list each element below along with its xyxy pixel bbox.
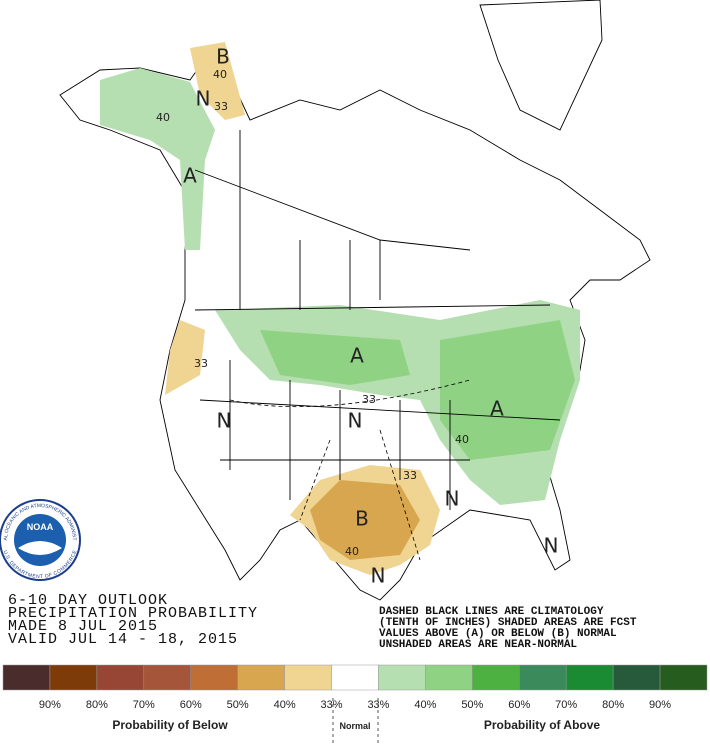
color-swatch <box>519 664 567 691</box>
political-borders <box>194 130 561 510</box>
logo-bird <box>18 541 62 555</box>
below-40-region <box>310 480 420 560</box>
map-label: N <box>445 487 460 511</box>
title-line: PRECIPITATION PROBABILITY <box>8 605 258 622</box>
below-caption: Probability of Below <box>112 718 228 732</box>
map-label: 33 <box>214 100 228 113</box>
color-swatch <box>190 664 238 691</box>
color-swatch <box>2 664 51 691</box>
title-line: VALID JUL 14 - 18, 2015 <box>8 631 238 648</box>
tick-label: 90% <box>649 699 671 711</box>
map-label: 40 <box>455 433 469 446</box>
tick-label: 80% <box>86 699 108 711</box>
tick-label: 50% <box>227 699 249 711</box>
legend-note: DASHED BLACK LINES ARE CLIMATOLOGY(TENTH… <box>379 606 637 651</box>
noaa-logo: NOAA NATIONAL OCEANIC AND ATMOSPHERIC AD… <box>0 499 81 581</box>
color-swatch <box>659 664 708 691</box>
color-swatch <box>612 664 661 691</box>
tick-label: 40% <box>414 699 436 711</box>
map-label: 33 <box>194 357 208 370</box>
note-line: (TENTH OF INCHES) SHADED AREAS ARE FCST <box>379 617 637 629</box>
map-label: A <box>350 344 364 368</box>
color-swatch <box>96 664 145 691</box>
map <box>59 0 651 601</box>
note-line: VALUES ABOVE (A) OR BELOW (B) NORMAL <box>379 628 617 640</box>
tick-label: 40% <box>274 699 296 711</box>
color-swatch <box>143 664 191 691</box>
color-swatch <box>472 664 520 691</box>
below-33-region <box>165 320 205 395</box>
map-label: 33 <box>362 393 376 406</box>
logo-disc <box>14 514 66 566</box>
map-label: 40 <box>345 545 359 558</box>
title-line: MADE 8 JUL 2015 <box>8 618 158 635</box>
color-swatch <box>284 664 332 691</box>
below-33-region <box>190 42 245 120</box>
above-40-region <box>440 320 575 460</box>
color-swatch <box>331 664 379 691</box>
color-swatch <box>425 664 473 691</box>
tick-label: 70% <box>133 699 155 711</box>
tick-label: 33% <box>321 699 343 711</box>
map-label: B <box>355 507 369 531</box>
tick-label: 80% <box>602 699 624 711</box>
climatology-lines <box>229 379 471 561</box>
normal-caption: Normal <box>339 721 370 731</box>
logo-name: NOAA <box>27 522 54 532</box>
color-swatch <box>49 664 98 691</box>
map-label: N <box>544 534 559 558</box>
above-40-region <box>260 330 410 385</box>
map-label: N <box>217 409 232 433</box>
color-swatch <box>378 664 426 691</box>
above-caption: Probability of Above <box>484 718 601 732</box>
greenland <box>479 0 603 131</box>
map-label: N <box>348 409 363 433</box>
above-40-region <box>100 68 215 250</box>
map-label: N <box>196 87 211 111</box>
tick-label: 60% <box>508 699 530 711</box>
tick-label: 90% <box>39 699 61 711</box>
map-label: N <box>371 564 386 588</box>
map-label: 33 <box>403 469 417 482</box>
map-label: 40 <box>156 111 170 124</box>
note-line: DASHED BLACK LINES ARE CLIMATOLOGY <box>379 606 604 618</box>
title-line: 6-10 DAY OUTLOOK <box>8 592 168 609</box>
tick-label: 33% <box>367 699 389 711</box>
map-label: 40 <box>213 68 227 81</box>
tick-label: 50% <box>461 699 483 711</box>
tick-label: 70% <box>555 699 577 711</box>
color-swatch <box>565 664 614 691</box>
tick-label: 60% <box>180 699 202 711</box>
color-bar: 90% 80% 70% 60% 50% 40% 33% 33% 40% 50% 60% 70% 80% 9… <box>2 664 708 711</box>
map-label: A <box>183 164 197 188</box>
color-swatch <box>237 664 285 691</box>
map-label: A <box>490 397 504 421</box>
note-line: UNSHADED AREAS ARE NEAR-NORMAL <box>379 639 577 651</box>
map-label: B <box>216 45 230 69</box>
